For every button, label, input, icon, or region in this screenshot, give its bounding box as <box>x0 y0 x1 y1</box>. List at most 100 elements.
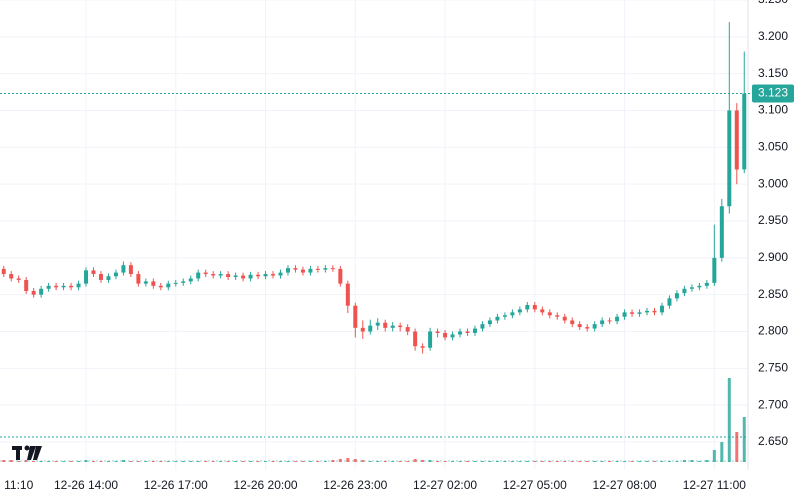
candle-body <box>16 278 21 280</box>
volume-bar <box>391 461 395 462</box>
volume-bar <box>323 461 327 462</box>
candle-body <box>645 310 650 313</box>
candle-body <box>435 331 440 333</box>
volume-bar <box>159 461 163 462</box>
candle-body <box>54 285 59 288</box>
volume-bar <box>608 461 612 462</box>
volume-bar <box>615 461 619 462</box>
candle-body <box>630 312 635 314</box>
candle-body <box>667 298 672 306</box>
candle-body <box>517 309 522 313</box>
volume-bar <box>136 461 140 462</box>
volume-bar <box>84 460 88 462</box>
candle-body <box>98 274 103 280</box>
volume-bar <box>129 461 133 462</box>
y-tick-label: 2.750 <box>758 361 788 375</box>
volume-bar <box>667 461 671 462</box>
candle-body <box>697 285 702 288</box>
volume-bar <box>331 460 335 462</box>
candle-body <box>540 309 545 313</box>
volume-bar <box>600 461 604 462</box>
volume-bar <box>226 461 230 462</box>
x-tick-label: 11:10 <box>4 478 33 492</box>
x-tick-label: 12-27 02:00 <box>413 478 477 492</box>
candle-body <box>360 327 365 332</box>
volume-bar <box>279 461 282 462</box>
candle-body <box>510 312 515 316</box>
candle-body <box>383 322 388 328</box>
candle-body <box>637 312 642 314</box>
grid <box>0 0 748 470</box>
candle-body <box>106 276 111 280</box>
volume-bar <box>383 461 387 462</box>
volume-bar <box>368 461 372 462</box>
volume-bar <box>69 461 73 462</box>
candle-body <box>413 331 418 347</box>
volume-bar <box>39 461 43 462</box>
candle-body <box>398 325 403 328</box>
volume-bar <box>17 461 21 462</box>
volume-bar <box>338 459 342 462</box>
volume-bar <box>211 461 215 462</box>
candle-body <box>600 320 605 325</box>
candle-body <box>39 288 44 295</box>
volume-bar <box>301 461 305 462</box>
volume-bar <box>630 461 634 462</box>
x-tick-label: 12-26 14:00 <box>54 478 118 492</box>
candle-body <box>285 268 290 273</box>
volume-bar <box>316 461 320 462</box>
volume-bar <box>443 461 447 462</box>
volume-bar <box>2 460 6 462</box>
candle-body <box>428 331 433 348</box>
candle-body <box>181 281 186 283</box>
volume-bar <box>488 461 492 462</box>
volume-bar <box>533 461 537 462</box>
candle-body <box>46 285 51 289</box>
volume-bar <box>196 461 200 462</box>
volume-bar <box>234 461 238 462</box>
candle-body <box>330 268 335 270</box>
candle-body <box>547 312 552 316</box>
volume-bar <box>174 461 178 462</box>
y-tick-label: 3.000 <box>758 176 788 190</box>
volume-bar <box>106 461 110 462</box>
volume-bar <box>346 458 350 462</box>
y-tick-label: 2.650 <box>758 434 788 448</box>
candle-body <box>652 310 657 313</box>
volume-bar <box>32 461 36 462</box>
candle-body <box>31 290 36 295</box>
candle-body <box>615 316 620 322</box>
volume-bar <box>436 461 440 462</box>
candle-body <box>495 316 500 321</box>
candle-body <box>562 316 567 321</box>
volume-bar <box>376 461 380 462</box>
volume-bar <box>458 461 462 462</box>
y-tick-label: 2.700 <box>758 397 788 411</box>
volume-bar <box>645 461 649 462</box>
y-tick-label: 3.150 <box>758 66 788 80</box>
candle-body <box>218 274 223 276</box>
candle-body <box>241 275 246 279</box>
volume-bar <box>473 461 477 462</box>
candle-body <box>704 282 709 286</box>
candle-body <box>136 274 141 284</box>
candle-body <box>607 320 612 322</box>
volume-bar <box>518 461 522 462</box>
volume-bar <box>9 460 13 462</box>
candle-body <box>502 315 507 317</box>
volume-bar <box>54 461 58 462</box>
candle-body <box>532 304 537 310</box>
candle-body <box>128 265 133 275</box>
volume-bar <box>548 461 552 462</box>
y-tick-label: 2.850 <box>758 287 788 301</box>
candle-body <box>315 268 320 270</box>
volume-bar <box>413 459 417 462</box>
volume-bar <box>308 461 312 462</box>
candle-body <box>226 274 231 277</box>
candle-body <box>143 281 148 284</box>
candle-body <box>420 346 425 348</box>
candle-body <box>256 274 261 277</box>
candle-body <box>525 304 530 310</box>
